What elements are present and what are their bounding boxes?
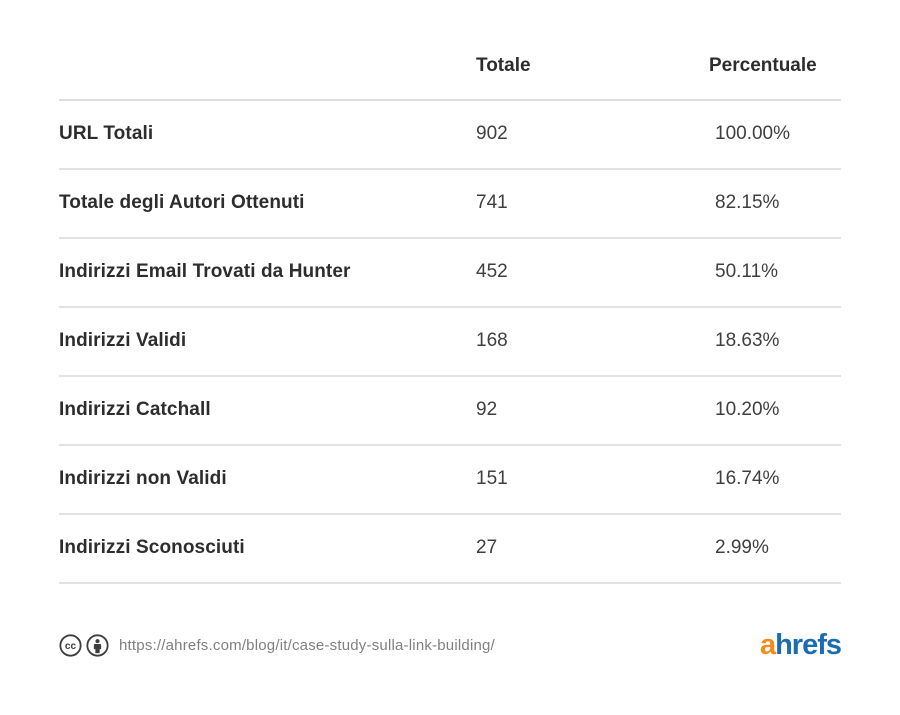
row-total: 741	[476, 192, 508, 214]
table-row: Indirizzi Email Trovati da Hunter 452 50…	[59, 239, 841, 308]
row-percent: 10.20%	[715, 399, 780, 421]
attribution-footer: cc https://ahrefs.com/blog/it/case-study…	[59, 628, 842, 661]
stats-table: Totale Percentuale URL Totali 902 100.00…	[59, 0, 841, 584]
figure-page: Totale Percentuale URL Totali 902 100.00…	[59, 0, 842, 661]
row-label: Indirizzi non Validi	[59, 468, 227, 490]
row-percent: 100.00%	[715, 123, 791, 145]
row-label: Indirizzi Sconosciuti	[59, 537, 245, 559]
row-total: 92	[476, 399, 498, 421]
table-row: Indirizzi non Validi 151 16.74%	[59, 446, 841, 515]
table-row: Indirizzi Catchall 92 10.20%	[59, 377, 841, 446]
row-percent: 16.74%	[715, 468, 780, 490]
row-total: 902	[476, 123, 508, 145]
row-label: Indirizzi Email Trovati da Hunter	[59, 261, 351, 283]
row-label: Totale degli Autori Ottenuti	[59, 192, 305, 214]
header-totale: Totale	[476, 55, 531, 77]
ahrefs-logo: ahrefs	[759, 628, 842, 661]
attribution-icon	[86, 633, 109, 657]
table-row: Indirizzi Sconosciuti 27 2.99%	[59, 515, 841, 584]
row-percent: 2.99%	[715, 537, 769, 559]
row-label: Indirizzi Validi	[59, 330, 187, 352]
row-percent: 50.11%	[715, 261, 779, 283]
row-total: 151	[476, 468, 508, 490]
row-label: Indirizzi Catchall	[59, 399, 211, 421]
row-total: 168	[476, 330, 508, 352]
table-header-row: Totale Percentuale	[59, 0, 841, 101]
ahrefs-logo-hrefs: hrefs	[775, 628, 842, 661]
row-percent: 82.15%	[715, 192, 780, 214]
row-label: URL Totali	[59, 123, 154, 145]
row-total: 27	[476, 537, 498, 559]
row-total: 452	[476, 261, 508, 283]
source-url: https://ahrefs.com/blog/it/case-study-su…	[119, 636, 495, 654]
cc-icon: cc	[59, 633, 82, 657]
row-percent: 18.63%	[715, 330, 780, 352]
svg-text:cc: cc	[65, 641, 77, 652]
table-row: Indirizzi Validi 168 18.63%	[59, 308, 841, 377]
ahrefs-logo-a: a	[759, 628, 776, 661]
table-row: URL Totali 902 100.00%	[59, 101, 841, 170]
table-row: Totale degli Autori Ottenuti 741 82.15%	[59, 170, 841, 239]
header-percentuale: Percentuale	[709, 55, 817, 77]
license-icons: cc	[59, 633, 109, 657]
